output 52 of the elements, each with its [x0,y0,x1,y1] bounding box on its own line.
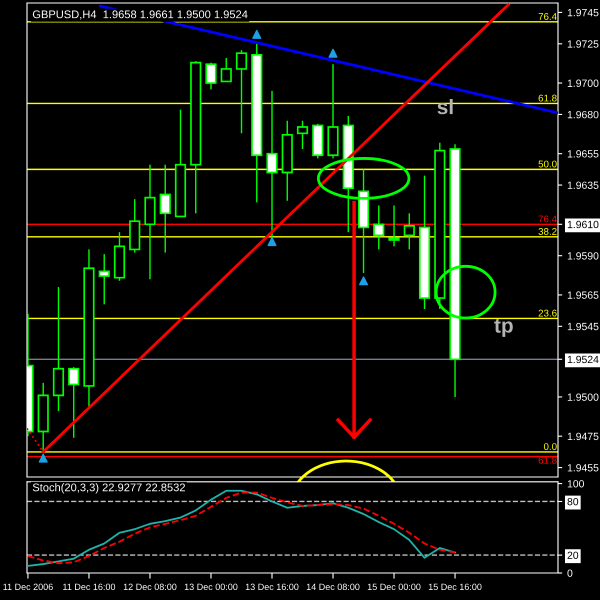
y-tick-label: 1.9545 [568,322,598,330]
y-tick-label: 1.9610 [568,220,598,228]
point [252,30,262,39]
candlestick [205,62,217,90]
annotation: 38.2 [538,228,557,235]
x-tick-label: 15 Dec 16:00 [428,584,482,590]
x-tick-label: 12 Dec 08:00 [124,584,176,590]
annotation: 50.0 [538,160,557,168]
y-tick-label: 1.9500 [568,393,598,401]
candlestick [68,366,80,438]
candlestick [98,253,110,306]
y-tick-label: 1.9680 [568,110,598,118]
y-tick-label: 1.9745 [568,8,598,16]
text: GBPUSD,H4 1.9658 1.9661 1.9500 1.9524 [32,10,248,20]
candlestick [404,212,415,250]
y-tick-label: 1.9590 [568,252,598,260]
annotation: tp [494,319,513,337]
annotation: 76.4 [538,216,557,222]
y-tick-label: 1.9475 [568,432,598,440]
x-tick-label: 14 Dec 08:00 [306,584,360,590]
y-tick-label: 80 [567,498,578,506]
x-tick-label: 11 Dec 16:00 [63,584,116,590]
annotation: 61.8 [538,456,557,464]
y-tick-label: 1.9524 [568,356,599,364]
y-tick-label: 1.9700 [568,80,598,87]
chart-title: Stoch(20,3,3) 22.9277 22.8532 [32,483,185,494]
candlestick [160,164,171,254]
y-tick-label: 100 [568,480,584,488]
candlestick [236,49,248,134]
x-tick-label: 13 Dec 00:00 [184,584,238,590]
candlestick [220,57,232,82]
candlestick [373,204,384,250]
y-tick-label: 20 [568,552,578,559]
y-tick-label: 1.9455 [568,464,598,472]
y-tick-label: 1.9565 [568,291,598,299]
annotation: 61.8 [538,94,557,102]
y-tick-label: 1.9635 [568,182,598,189]
annotation: 0.0 [544,443,557,450]
x-tick-label: 15 Dec 00:00 [368,584,421,590]
point [359,276,368,286]
point [38,454,48,463]
candlestick [388,204,400,247]
x-tick-label: 11 Dec 2006 [3,584,53,590]
candlestick [296,120,308,150]
annotation: 23.6 [538,310,557,317]
point [328,48,338,58]
x-tick-label: 13 Dec 16:00 [246,584,299,590]
y-tick-label: 1.9655 [568,150,598,158]
annotation: 76.4 [538,13,557,20]
y-tick-label: 0 [567,570,572,577]
point [268,237,277,246]
y-tick-label: 1.9725 [568,40,598,48]
